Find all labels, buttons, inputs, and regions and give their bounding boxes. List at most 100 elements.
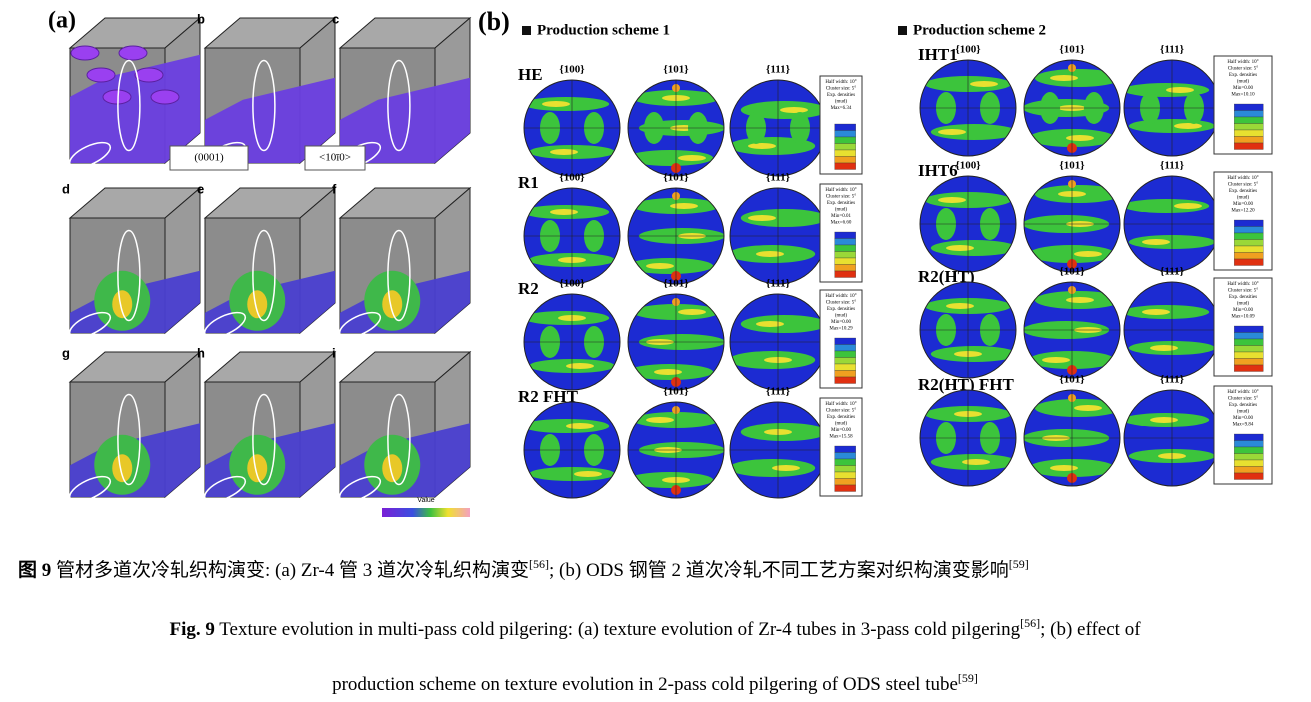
texture-core <box>1066 297 1094 303</box>
pole-label: {101} <box>1059 160 1084 172</box>
subplot-label: h <box>197 345 205 360</box>
legend-swatch <box>1234 136 1264 144</box>
pole-outline <box>919 175 1017 273</box>
caption-cn: 图 9 管材多道次冷轧织构演变: (a) Zr-4 管 3 道次冷轧织构演变[5… <box>18 557 1029 582</box>
pole-label: {100} <box>559 172 584 184</box>
pole-outline <box>627 79 725 177</box>
texture-core <box>550 149 578 155</box>
texture-core <box>938 129 966 135</box>
legend-text: Cluster size: 5° <box>826 301 857 306</box>
legend-text: (mud) <box>1237 80 1250 85</box>
pole-label: {101} <box>663 172 688 184</box>
highlight-ellipse <box>203 311 247 339</box>
legend-swatch <box>834 251 856 259</box>
row-label: IHT6 <box>918 161 958 180</box>
legend-text: Min=0.00 <box>1233 202 1253 207</box>
pole-label: {111} <box>766 386 790 398</box>
pole-figure <box>1124 282 1220 378</box>
legend-text: (mud) <box>835 422 848 427</box>
texture-blob <box>150 89 180 105</box>
odf-box <box>338 186 472 339</box>
legend-swatch <box>1234 338 1264 346</box>
pole-figure <box>1024 282 1120 378</box>
caption-text: ; (b) effect of <box>1040 619 1141 640</box>
texture-core <box>1142 309 1170 315</box>
legend-swatch <box>834 350 856 358</box>
pole-label: {111} <box>1160 374 1184 386</box>
subplot-label: e <box>197 181 204 196</box>
pole-figure <box>628 188 724 284</box>
odf-box <box>203 186 337 339</box>
texture-core <box>1074 251 1102 257</box>
legend-text: Min=0.00 <box>831 320 851 325</box>
pole-outline <box>1023 59 1121 157</box>
pole-label: {100} <box>955 44 980 56</box>
legend-swatch <box>834 244 856 252</box>
texture-blob <box>102 89 132 105</box>
pole-outline <box>523 293 621 391</box>
texture-band <box>930 124 1016 140</box>
highlight-ellipse <box>387 59 411 152</box>
texture-core <box>962 459 990 465</box>
legend-text: Cluster size: 5° <box>1228 67 1259 72</box>
annotation: <10ī0> <box>319 152 351 164</box>
subplot-label: f <box>332 181 337 196</box>
pole-label: {100} <box>559 64 584 76</box>
legend-swatch <box>834 357 856 365</box>
pole-outline <box>1023 175 1121 273</box>
legend-swatch <box>1234 364 1264 372</box>
texture-core <box>1174 123 1202 129</box>
texture-blob <box>382 454 403 483</box>
legend-text: Cluster size: 5° <box>826 409 857 414</box>
legend-swatch <box>1234 466 1264 474</box>
pole-label: {101} <box>663 64 688 76</box>
caption-en: Fig. 9 Texture evolution in multi-pass c… <box>169 616 1141 641</box>
odf-box <box>68 16 202 169</box>
legend-text: Exp. densities <box>827 307 855 312</box>
legend-swatch <box>1234 232 1264 240</box>
legend-swatch <box>834 136 856 144</box>
texture-core <box>1050 465 1078 471</box>
texture-core <box>646 263 674 269</box>
legend-swatch <box>834 471 856 479</box>
texture-core <box>678 309 706 315</box>
texture-core <box>970 81 998 87</box>
legend-text: Cluster size: 5° <box>1228 397 1259 402</box>
pole-figure <box>628 402 724 498</box>
texture-band <box>1124 199 1210 213</box>
legend-swatch <box>834 156 856 164</box>
pole-label: {101} <box>663 278 688 290</box>
pole-outline <box>627 187 725 285</box>
pole-label: {111} <box>766 278 790 290</box>
texture-core <box>542 101 570 107</box>
highlight-ellipse <box>117 393 141 486</box>
subplot-label: d <box>62 181 70 196</box>
legend-swatch <box>1234 472 1264 480</box>
odf-box <box>338 16 472 169</box>
legend-text: Exp. densities <box>1229 295 1257 300</box>
pole-figure <box>524 188 620 284</box>
legend-swatch <box>1234 351 1264 359</box>
pole-figure <box>1024 60 1120 156</box>
row-label: HE <box>518 65 543 84</box>
highlight-ellipse <box>252 229 276 322</box>
legend-text: Max=10.10 <box>1231 93 1255 98</box>
pole-outline <box>523 187 621 285</box>
texture-core <box>1066 135 1094 141</box>
highlight-ellipse <box>117 59 141 152</box>
annotation-box <box>304 145 366 171</box>
caption-text: ; (b) ODS 钢管 2 道次冷轧不同工艺方案对织构演变影响 <box>549 559 1009 581</box>
legend-swatch <box>1234 453 1264 461</box>
legend-text: Exp. densities <box>1229 189 1257 194</box>
texture-band <box>628 150 714 166</box>
subplot-label: b <box>197 11 205 26</box>
odf-box <box>203 350 337 503</box>
pole-figure <box>628 80 724 176</box>
subplot-label: g <box>62 345 70 360</box>
legend-swatch <box>1234 440 1264 448</box>
legend-text: Cluster size: 5° <box>1228 183 1259 188</box>
panel-label: (a) <box>48 8 76 34</box>
legend-swatch <box>1234 433 1264 441</box>
legend-text: Cluster size: 5° <box>1228 289 1259 294</box>
row-label: R2 FHT <box>518 387 579 406</box>
